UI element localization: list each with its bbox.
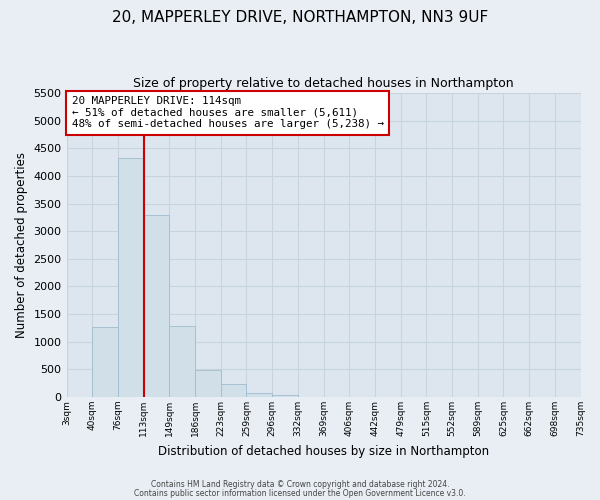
Text: Contains public sector information licensed under the Open Government Licence v3: Contains public sector information licen… [134, 489, 466, 498]
Title: Size of property relative to detached houses in Northampton: Size of property relative to detached ho… [133, 78, 514, 90]
Text: 20 MAPPERLEY DRIVE: 114sqm
← 51% of detached houses are smaller (5,611)
48% of s: 20 MAPPERLEY DRIVE: 114sqm ← 51% of deta… [71, 96, 383, 130]
Text: 20, MAPPERLEY DRIVE, NORTHAMPTON, NN3 9UF: 20, MAPPERLEY DRIVE, NORTHAMPTON, NN3 9U… [112, 10, 488, 25]
Bar [195, 370, 221, 397]
Bar [247, 392, 272, 397]
Bar [169, 326, 195, 397]
Bar [143, 215, 169, 397]
Y-axis label: Number of detached properties: Number of detached properties [15, 152, 28, 338]
Bar [272, 395, 298, 397]
Bar [221, 384, 247, 397]
Bar [92, 327, 118, 397]
Bar [118, 158, 143, 397]
Text: Contains HM Land Registry data © Crown copyright and database right 2024.: Contains HM Land Registry data © Crown c… [151, 480, 449, 489]
X-axis label: Distribution of detached houses by size in Northampton: Distribution of detached houses by size … [158, 444, 489, 458]
